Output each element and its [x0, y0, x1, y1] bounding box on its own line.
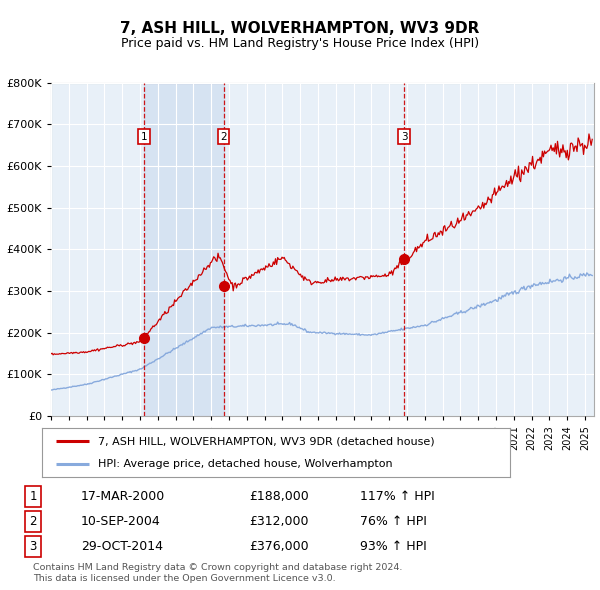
Text: Price paid vs. HM Land Registry's House Price Index (HPI): Price paid vs. HM Land Registry's House …	[121, 37, 479, 50]
Text: £312,000: £312,000	[249, 515, 308, 528]
Text: 3: 3	[401, 132, 407, 142]
Text: 7, ASH HILL, WOLVERHAMPTON, WV3 9DR: 7, ASH HILL, WOLVERHAMPTON, WV3 9DR	[121, 21, 479, 36]
Bar	[144, 83, 224, 416]
Text: 10-SEP-2004: 10-SEP-2004	[81, 515, 161, 528]
Text: 117% ↑ HPI: 117% ↑ HPI	[360, 490, 435, 503]
Text: 76% ↑ HPI: 76% ↑ HPI	[360, 515, 427, 528]
Text: Contains HM Land Registry data © Crown copyright and database right 2024.: Contains HM Land Registry data © Crown c…	[33, 563, 403, 572]
Text: 7, ASH HILL, WOLVERHAMPTON, WV3 9DR (detached house): 7, ASH HILL, WOLVERHAMPTON, WV3 9DR (det…	[98, 437, 435, 447]
Text: HPI: Average price, detached house, Wolverhampton: HPI: Average price, detached house, Wolv…	[98, 458, 393, 468]
Text: 2: 2	[29, 515, 37, 528]
Text: This data is licensed under the Open Government Licence v3.0.: This data is licensed under the Open Gov…	[33, 574, 335, 583]
Text: 1: 1	[29, 490, 37, 503]
Text: 1: 1	[140, 132, 147, 142]
Text: 17-MAR-2000: 17-MAR-2000	[81, 490, 165, 503]
Text: 3: 3	[29, 540, 37, 553]
Text: 29-OCT-2014: 29-OCT-2014	[81, 540, 163, 553]
Text: 93% ↑ HPI: 93% ↑ HPI	[360, 540, 427, 553]
Text: £188,000: £188,000	[249, 490, 309, 503]
Text: £376,000: £376,000	[249, 540, 308, 553]
Text: 2: 2	[220, 132, 227, 142]
